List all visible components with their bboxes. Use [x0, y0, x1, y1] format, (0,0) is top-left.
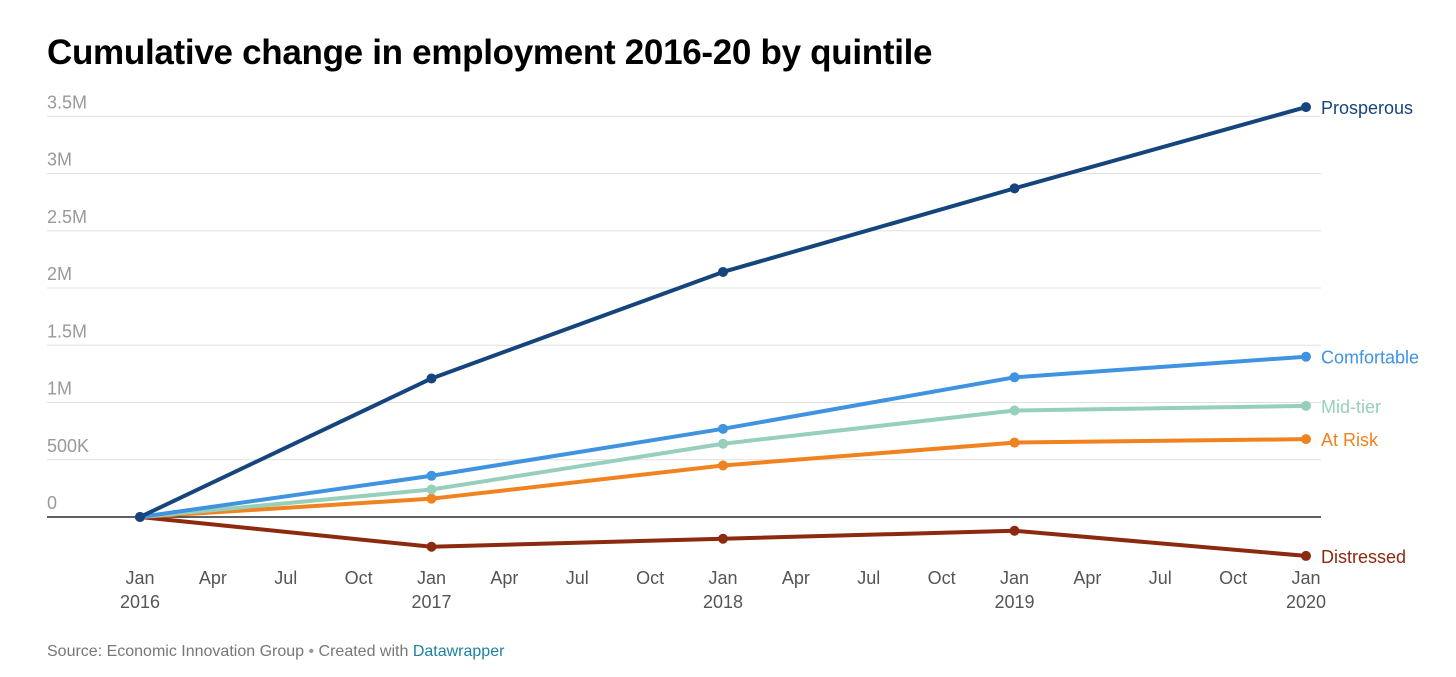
series-label: At Risk — [1321, 430, 1379, 450]
series-end-labels: Prosperous Comfortable Mid-tier At Risk Dist… — [1321, 98, 1419, 567]
series-label: Prosperous — [1321, 98, 1413, 118]
x-tick-month: Jan — [417, 568, 446, 588]
data-point — [426, 373, 437, 384]
x-axis-tick-labels: Jan 2016 Apr Jul Oct Jan 2017 Apr Jul Oct Jan 2018 A… — [120, 568, 1326, 612]
y-axis-tick-labels: 0 500K 1M 1.5M 2M 2.5M 3M 3.5M — [47, 92, 89, 513]
y-tick-label: 2M — [47, 264, 72, 284]
series-prosperous — [135, 102, 1311, 522]
y-tick-label: 500K — [47, 436, 89, 456]
series-label: Mid-tier — [1321, 397, 1381, 417]
data-point — [718, 423, 728, 434]
series-line — [138, 437, 1308, 519]
data-point — [1009, 525, 1020, 536]
x-tick-month: Oct — [928, 568, 956, 588]
data-point — [718, 266, 728, 277]
datawrapper-link[interactable]: Datawrapper — [412, 643, 505, 660]
x-tick-month: Jul — [566, 568, 589, 588]
data-point — [1301, 400, 1311, 411]
data-point — [426, 541, 437, 552]
x-tick-month: Apr — [199, 568, 227, 588]
y-tick-label: 1M — [47, 379, 72, 399]
x-tick-year: 2019 — [994, 592, 1034, 612]
x-tick-month: Jul — [274, 568, 297, 588]
y-tick-label: 1.5M — [47, 321, 87, 341]
data-point — [718, 533, 728, 544]
series-distressed — [135, 512, 1311, 561]
data-point — [135, 512, 145, 522]
data-point — [1009, 437, 1020, 448]
footer-separator: • — [308, 643, 315, 660]
series-line — [138, 354, 1308, 519]
series-line — [138, 105, 1308, 519]
data-point — [1009, 372, 1020, 383]
x-tick-month: Apr — [490, 568, 518, 588]
data-point — [1009, 405, 1020, 416]
data-point — [426, 493, 437, 504]
x-tick-year: 2016 — [120, 592, 160, 612]
x-tick-month: Jul — [1149, 568, 1172, 588]
x-tick-month: Apr — [782, 568, 810, 588]
series-at-risk — [135, 434, 1311, 522]
data-point — [426, 484, 437, 495]
x-tick-month: Oct — [636, 568, 664, 588]
data-point — [1301, 351, 1311, 362]
series-label: Comfortable — [1321, 348, 1419, 368]
series-lines — [135, 102, 1311, 561]
chart-footer: Source: Economic Innovation Group • Crea… — [47, 643, 504, 661]
x-tick-month: Apr — [1073, 568, 1101, 588]
x-tick-year: 2017 — [411, 592, 451, 612]
y-tick-label: 2.5M — [47, 207, 87, 227]
x-tick-month: Jan — [708, 568, 737, 588]
x-tick-year: 2020 — [1286, 592, 1326, 612]
source-text: Source: Economic Innovation Group — [47, 643, 305, 660]
y-tick-label: 3.5M — [47, 92, 87, 112]
data-point — [1009, 183, 1020, 194]
x-tick-month: Jan — [1000, 568, 1029, 588]
x-tick-month: Oct — [345, 568, 373, 588]
x-tick-year: 2018 — [703, 592, 743, 612]
x-tick-month: Jan — [1291, 568, 1320, 588]
data-point — [1301, 102, 1311, 113]
data-point — [718, 460, 728, 471]
x-tick-month: Oct — [1219, 568, 1247, 588]
y-tick-label: 0 — [47, 493, 57, 513]
data-point — [426, 470, 437, 481]
created-with-text: Created with — [318, 643, 409, 660]
data-point — [1301, 434, 1311, 445]
data-point — [718, 438, 728, 449]
y-tick-label: 3M — [47, 150, 72, 170]
data-point — [1301, 550, 1311, 561]
series-label: Distressed — [1321, 547, 1406, 567]
x-tick-month: Jul — [857, 568, 880, 588]
x-tick-month: Jan — [125, 568, 154, 588]
chart-title: Cumulative change in employment 2016-20 … — [47, 33, 933, 72]
